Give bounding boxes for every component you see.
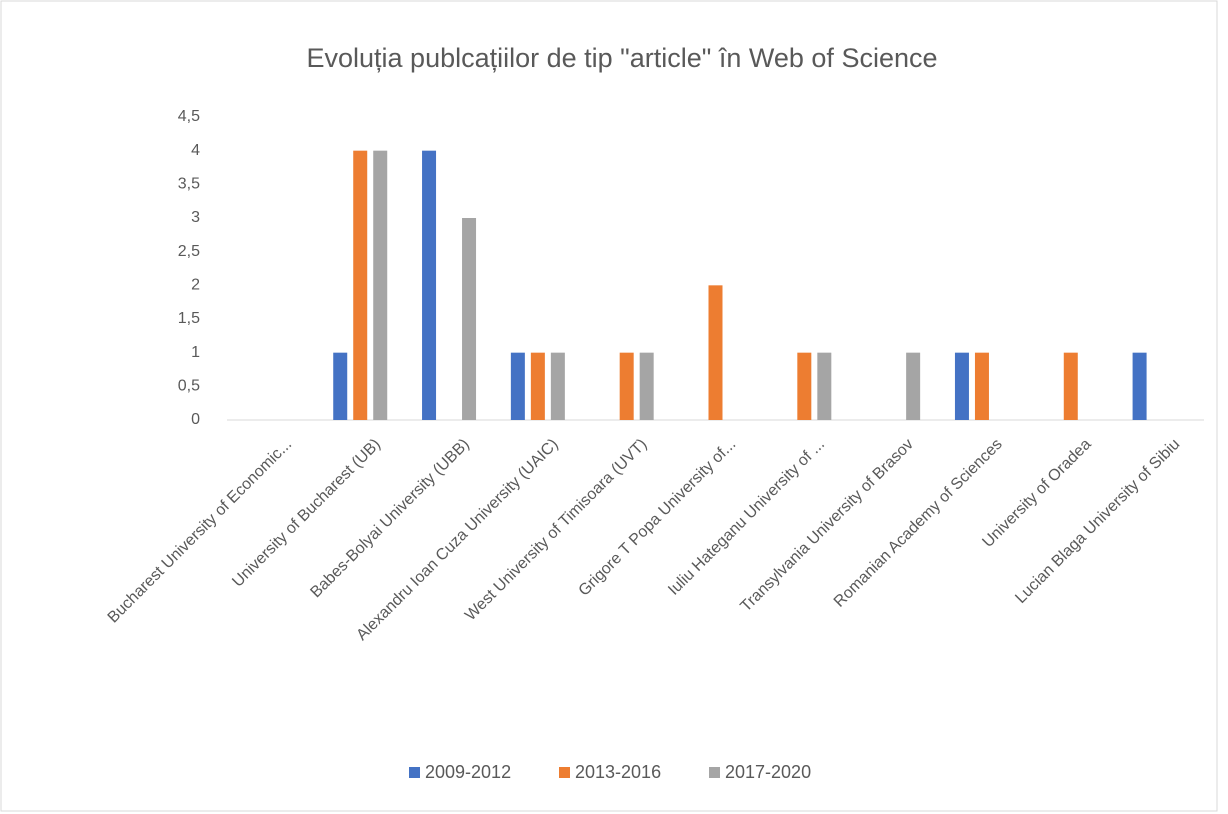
legend-label: 2009-2012 xyxy=(425,762,511,782)
bar xyxy=(1063,352,1078,420)
bar xyxy=(462,218,477,420)
legend-label: 2017-2020 xyxy=(725,762,811,782)
bar xyxy=(373,150,388,420)
bar xyxy=(550,352,565,420)
legend-swatch xyxy=(409,767,420,778)
legend-label: 2013-2016 xyxy=(575,762,661,782)
y-tick-label: 0 xyxy=(191,411,200,428)
y-tick-label: 3,5 xyxy=(178,176,200,193)
bar xyxy=(333,352,348,420)
y-tick-label: 1,5 xyxy=(178,310,200,327)
bar xyxy=(1132,352,1147,420)
bar xyxy=(353,150,368,420)
bar xyxy=(639,352,654,420)
bar xyxy=(422,150,437,420)
bar xyxy=(906,352,921,420)
legend-swatch xyxy=(709,767,720,778)
bar xyxy=(954,352,969,420)
chart-title: Evoluția publcațiilor de tip "article" î… xyxy=(307,43,938,73)
y-tick-label: 2 xyxy=(191,277,200,294)
legend-swatch xyxy=(559,767,570,778)
y-tick-label: 0,5 xyxy=(178,378,200,395)
bar xyxy=(797,352,812,420)
y-tick-label: 2,5 xyxy=(178,243,200,260)
y-tick-label: 4,5 xyxy=(178,108,200,125)
bar xyxy=(619,352,634,420)
bar xyxy=(510,352,525,420)
y-tick-label: 4 xyxy=(191,142,200,159)
bar xyxy=(530,352,545,420)
y-tick-label: 3 xyxy=(191,209,200,226)
y-tick-label: 1 xyxy=(191,344,200,361)
bar xyxy=(974,352,989,420)
bar xyxy=(708,285,723,420)
bar xyxy=(817,352,832,420)
